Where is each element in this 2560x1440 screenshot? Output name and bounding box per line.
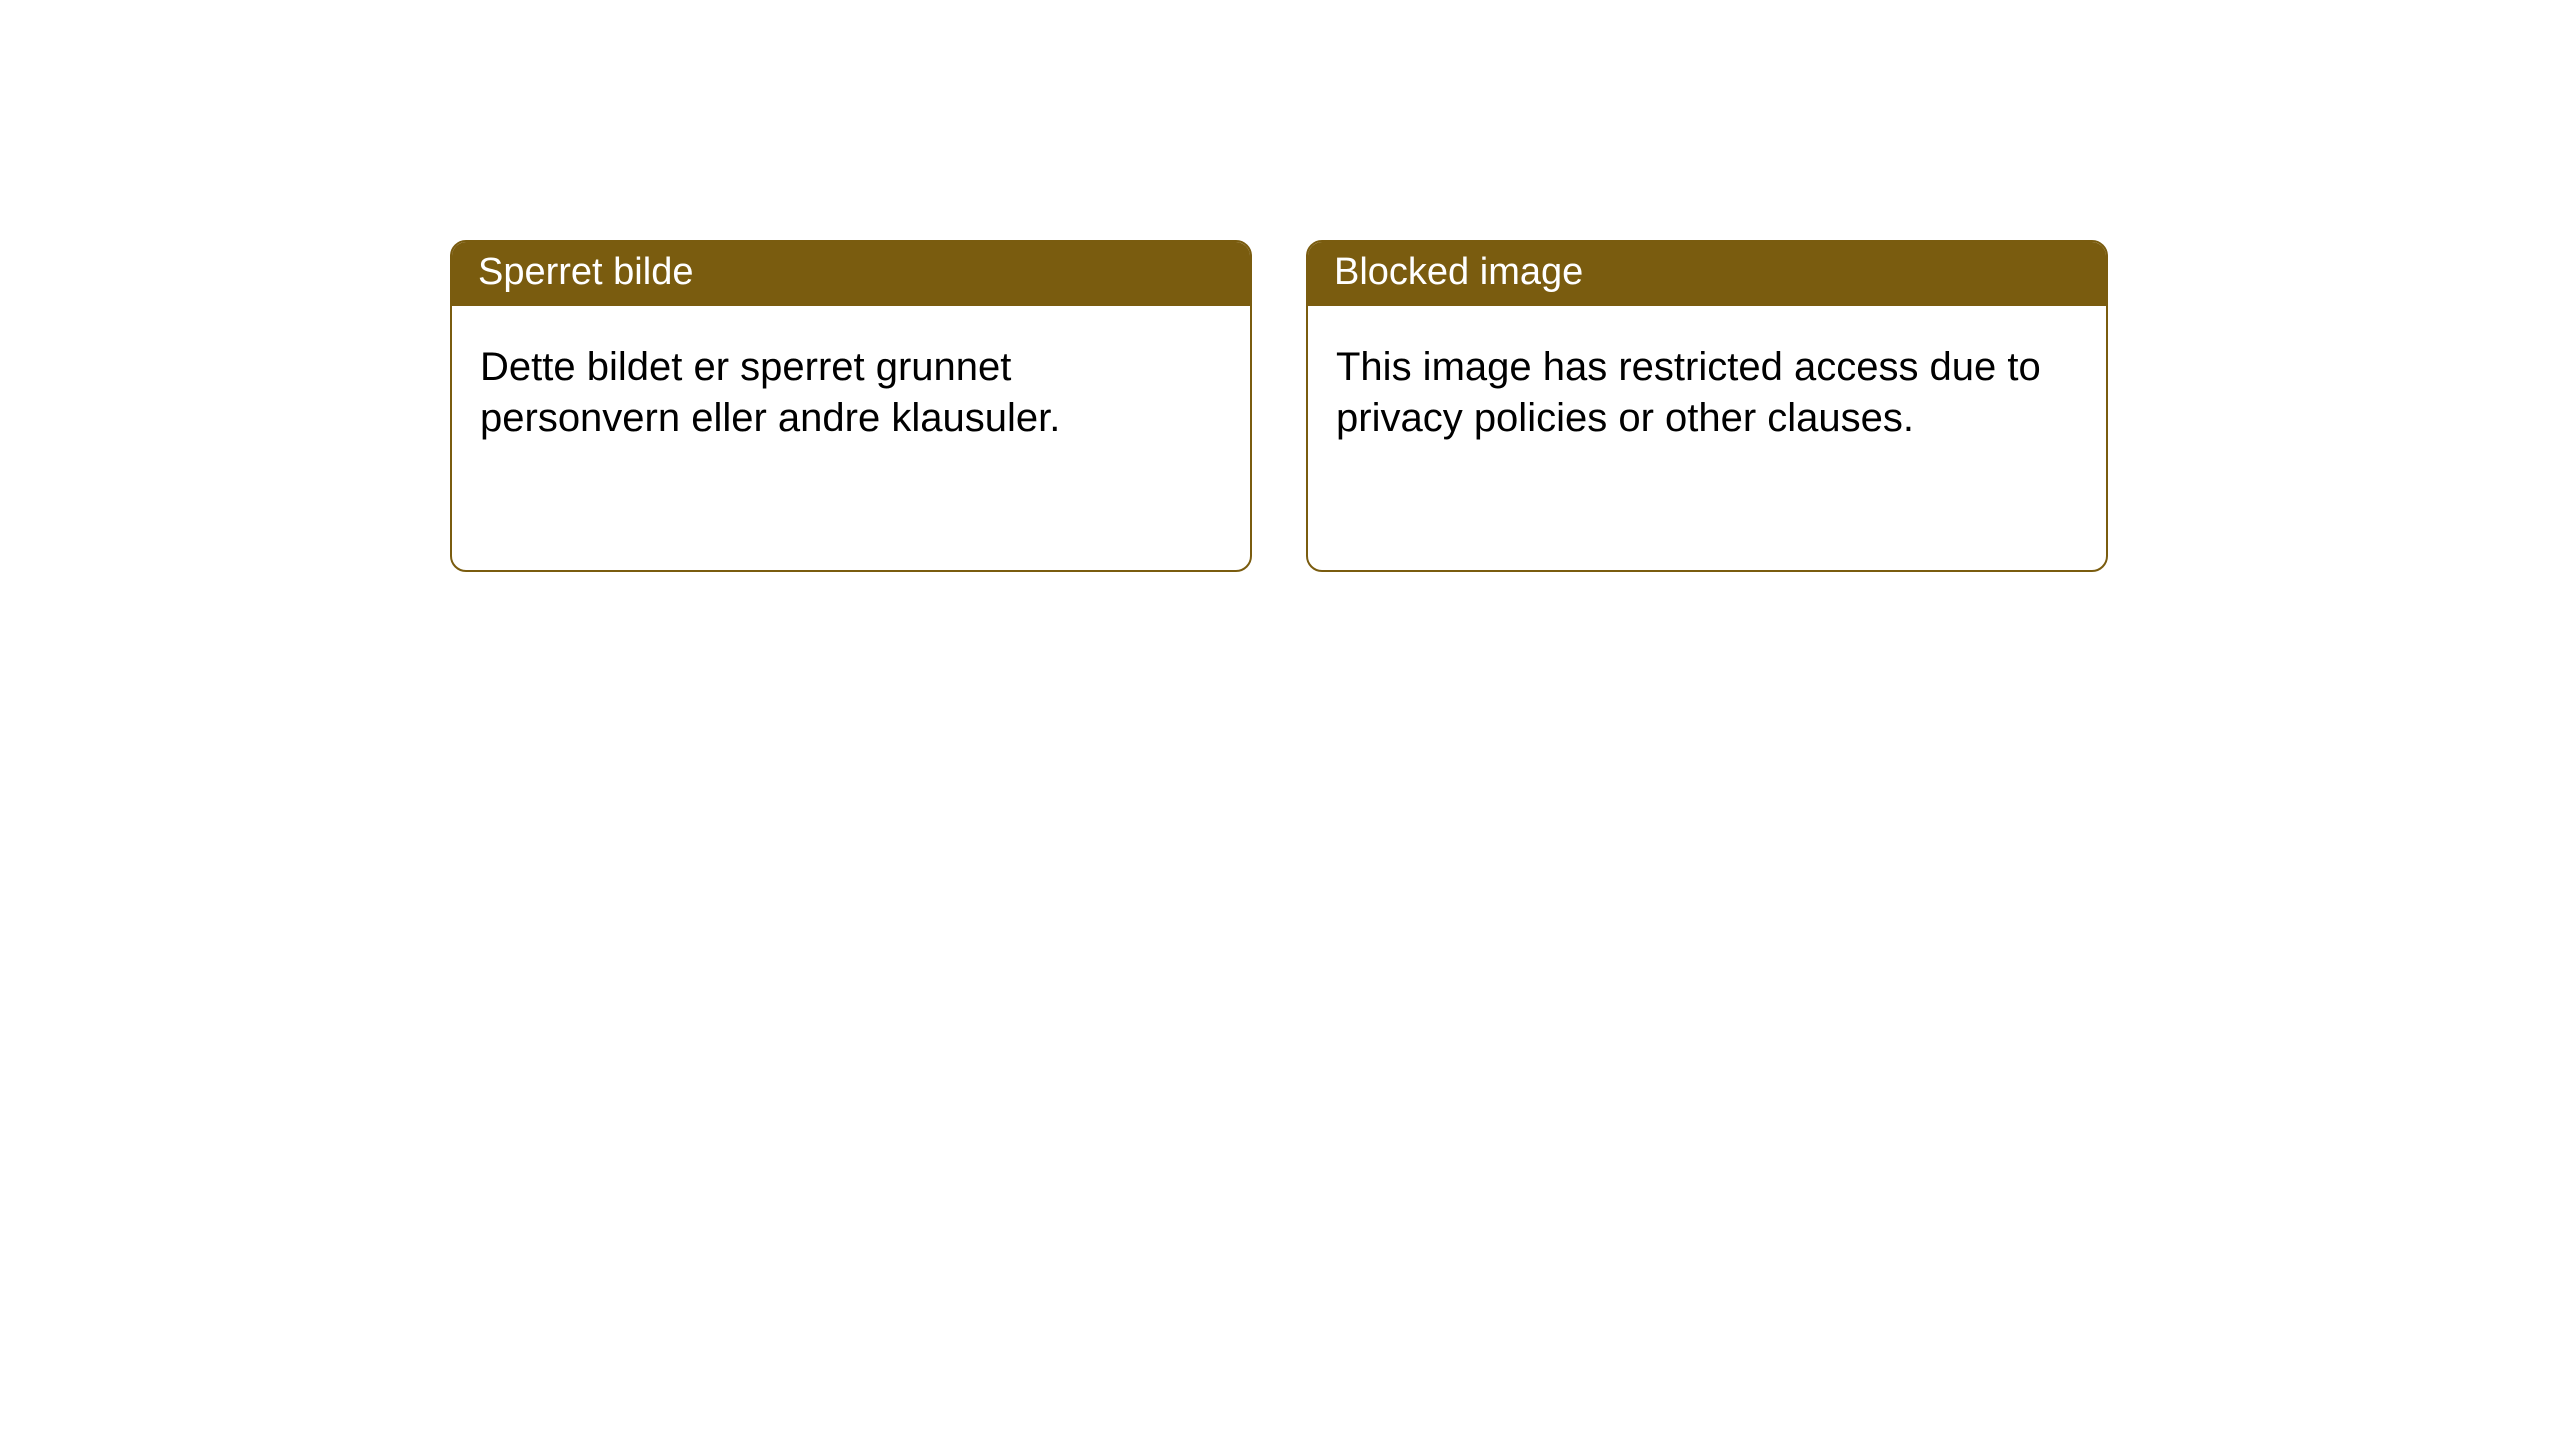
notice-body: Dette bildet er sperret grunnet personve… [452,306,1250,480]
notice-body: This image has restricted access due to … [1308,306,2106,480]
notice-title: Blocked image [1308,242,2106,306]
notice-container: Sperret bilde Dette bildet er sperret gr… [0,0,2560,572]
notice-card-no: Sperret bilde Dette bildet er sperret gr… [450,240,1252,572]
notice-card-en: Blocked image This image has restricted … [1306,240,2108,572]
notice-title: Sperret bilde [452,242,1250,306]
